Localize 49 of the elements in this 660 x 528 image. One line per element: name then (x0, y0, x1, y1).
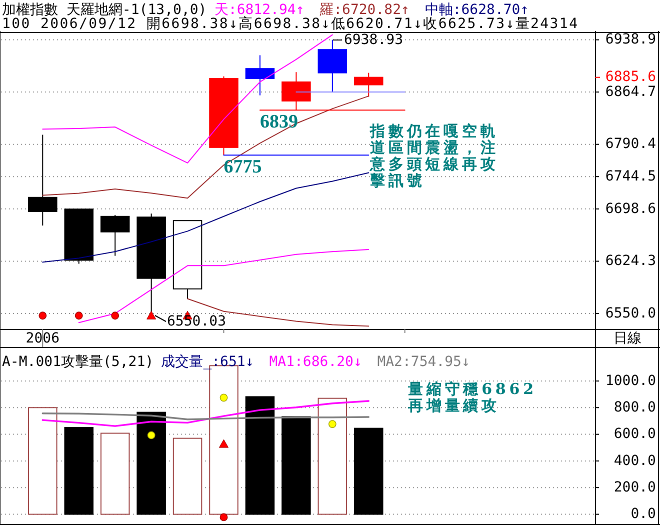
annotation: 6839 (260, 111, 298, 132)
bar (28, 407, 58, 515)
text: A-M.001攻擊量(5,21) (2, 354, 154, 370)
bar (318, 398, 348, 515)
point (147, 431, 156, 440)
line-series (42, 400, 370, 427)
chart-subtitle: 100 2006/09/12 開6698.38↓高6698.38↓低6620.71↓收6625.73↓量24314 (2, 16, 579, 32)
annotation: 指數仍在嘎空軌道區間震盪，注意多頭短線再攻擊訊號 (369, 122, 499, 190)
candlestick (245, 54, 275, 96)
bar (172, 438, 202, 515)
y-tick-label: 1000.0 (605, 372, 656, 389)
y-tick-label: 600.0 (614, 426, 656, 442)
candlestick (28, 134, 58, 226)
bar (100, 432, 130, 515)
point (220, 513, 228, 522)
bar (245, 396, 275, 515)
annotation: 6550.03 (167, 313, 226, 330)
text: MA1:686.20↓ (269, 354, 362, 370)
text: 中軸:6628.70↑ (424, 2, 529, 18)
y-tick-label: 200.0 (614, 479, 656, 496)
y-tick-label: 400.0 (614, 452, 656, 469)
point (220, 394, 228, 402)
point (219, 439, 228, 448)
y-tick-label: 6698.6 (605, 200, 656, 217)
bar (136, 412, 166, 515)
y-tick-label: 6624.3 (605, 253, 656, 270)
bar (282, 416, 311, 515)
y-tick-label: 6550.0 (605, 305, 656, 322)
point (328, 420, 336, 428)
text: 羅:6720.82↑ (320, 2, 410, 18)
series-label: 成交量_:651↓ (161, 354, 254, 370)
y-tick-label: 6744.5 (605, 168, 656, 184)
x-tick-label: 2006 (26, 330, 60, 346)
bar (64, 427, 94, 515)
chart-title: 加權指數 天羅地網-1(13,0,0) (2, 2, 207, 18)
text: MA2:754.95↓ (377, 354, 470, 370)
annotation: 量縮守穩6862再增量續攻 (407, 380, 537, 414)
bar (354, 428, 384, 515)
ref-line-label: 6885.6 (605, 69, 656, 86)
y-tick-label: 800.0 (614, 399, 656, 416)
y-tick-label: 6790.4 (605, 136, 656, 152)
x-axis-title: 日線 (614, 330, 642, 346)
line-series (42, 172, 370, 263)
y-tick-label: 6864.7 (605, 84, 656, 100)
y-tick-label: 6938.9 (605, 32, 656, 48)
annotation: 6775 (224, 156, 262, 178)
annotation: 6938.93 (344, 32, 404, 48)
line-series (42, 96, 370, 199)
y-tick-label: 0.0 (630, 506, 656, 522)
